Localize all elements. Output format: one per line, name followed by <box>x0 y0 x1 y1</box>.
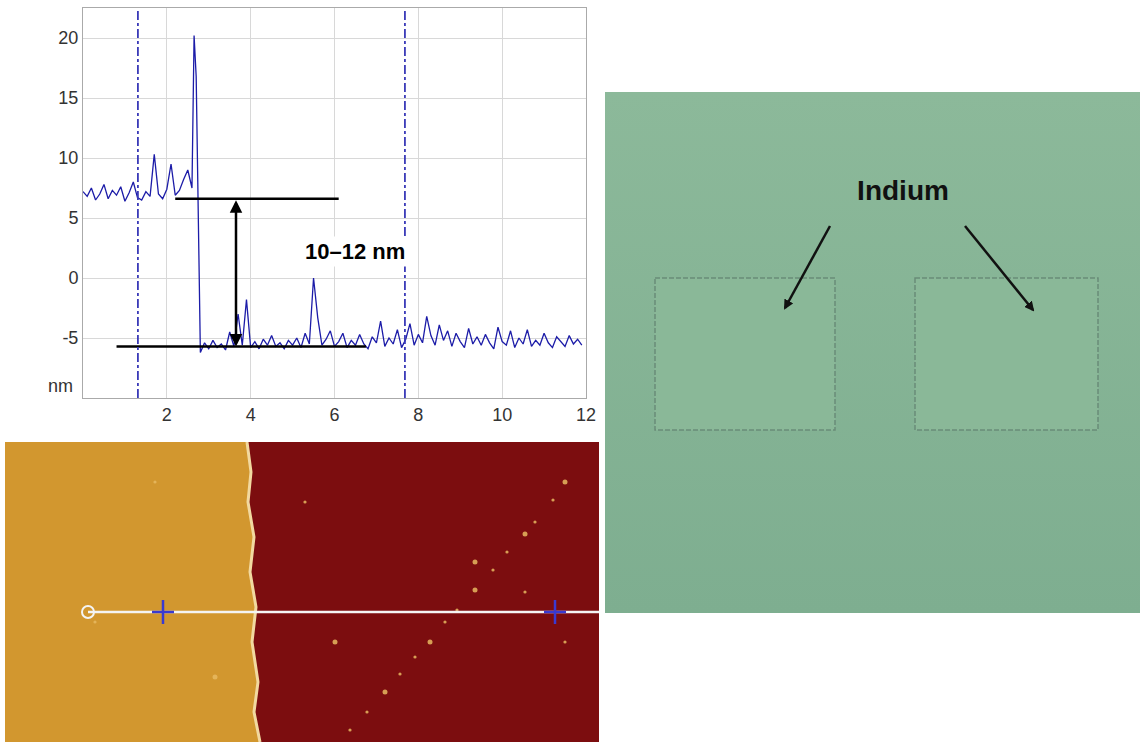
svg-text:10: 10 <box>58 148 78 168</box>
svg-text:0: 0 <box>68 268 78 288</box>
svg-text:15: 15 <box>58 88 78 108</box>
svg-text:5: 5 <box>68 208 78 228</box>
svg-text:Indium: Indium <box>857 175 949 206</box>
svg-text:2: 2 <box>162 405 172 425</box>
svg-text:nm: nm <box>48 376 73 396</box>
svg-text:12: 12 <box>576 405 596 425</box>
svg-text:20: 20 <box>58 28 78 48</box>
svg-text:10: 10 <box>492 405 512 425</box>
svg-text:-5: -5 <box>62 328 78 348</box>
svg-text:4: 4 <box>246 405 256 425</box>
svg-text:8: 8 <box>413 405 423 425</box>
svg-text:10–12 nm: 10–12 nm <box>305 239 405 264</box>
svg-text:6: 6 <box>329 405 339 425</box>
